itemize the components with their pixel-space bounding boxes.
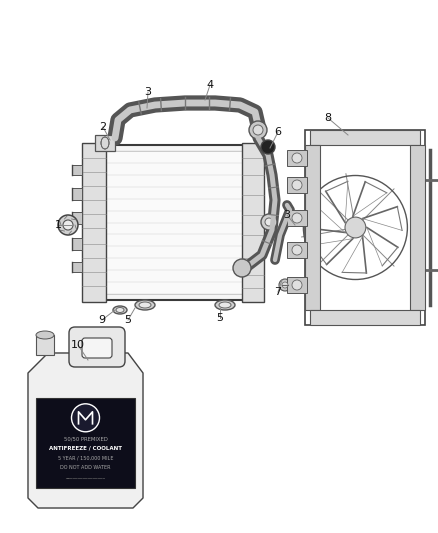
Text: 7: 7	[275, 287, 282, 297]
Circle shape	[261, 214, 277, 230]
Text: 2: 2	[99, 122, 106, 132]
Circle shape	[345, 217, 366, 238]
Bar	[95, 135, 115, 151]
Text: 9: 9	[99, 315, 106, 325]
Circle shape	[261, 140, 275, 154]
Bar	[310, 310, 420, 325]
Bar	[287, 210, 307, 226]
Text: 8: 8	[325, 113, 332, 123]
Circle shape	[282, 282, 288, 288]
Circle shape	[279, 279, 291, 291]
Text: ANTIFREEZE / COOLANT: ANTIFREEZE / COOLANT	[49, 446, 122, 451]
Bar	[410, 145, 425, 310]
Text: 4: 4	[206, 80, 214, 90]
Text: 5: 5	[124, 315, 131, 325]
Circle shape	[253, 125, 263, 135]
Bar	[72, 212, 82, 224]
Ellipse shape	[139, 302, 151, 308]
Bar	[72, 238, 82, 250]
Ellipse shape	[113, 306, 127, 314]
Circle shape	[63, 220, 73, 230]
Circle shape	[249, 121, 267, 139]
Bar	[305, 145, 320, 310]
Circle shape	[71, 404, 99, 432]
Text: ────────────────: ────────────────	[66, 477, 106, 481]
Circle shape	[265, 218, 273, 226]
Bar	[305, 130, 425, 325]
Bar	[287, 150, 307, 166]
Circle shape	[292, 180, 302, 190]
Circle shape	[292, 213, 302, 223]
Circle shape	[292, 153, 302, 163]
Circle shape	[58, 215, 78, 235]
Bar	[36, 335, 54, 355]
Bar	[242, 143, 264, 302]
Bar	[72, 188, 82, 200]
Ellipse shape	[116, 308, 124, 312]
Bar	[36, 398, 135, 488]
Text: 3: 3	[145, 87, 152, 97]
Ellipse shape	[219, 302, 231, 308]
Ellipse shape	[135, 300, 155, 310]
Bar	[310, 130, 420, 145]
Polygon shape	[28, 353, 143, 508]
FancyBboxPatch shape	[69, 327, 125, 367]
Bar	[287, 242, 307, 258]
Bar	[100, 145, 248, 300]
Ellipse shape	[36, 331, 54, 339]
Circle shape	[292, 280, 302, 290]
Text: 5: 5	[216, 313, 223, 323]
Bar	[287, 177, 307, 193]
Ellipse shape	[215, 300, 235, 310]
Bar	[72, 165, 82, 175]
Circle shape	[292, 245, 302, 255]
Circle shape	[233, 259, 251, 277]
Text: 50/50 PREMIXED: 50/50 PREMIXED	[64, 437, 107, 442]
Text: 6: 6	[275, 127, 282, 137]
FancyBboxPatch shape	[82, 338, 112, 358]
Bar	[82, 143, 106, 302]
Text: 5 YEAR / 150,000 MILE: 5 YEAR / 150,000 MILE	[58, 456, 113, 461]
Text: 3: 3	[283, 210, 290, 220]
Bar	[287, 277, 307, 293]
Bar	[72, 262, 82, 272]
Text: 10: 10	[71, 340, 85, 350]
Text: 1: 1	[54, 220, 61, 230]
Bar	[106, 151, 242, 294]
Text: DO NOT ADD WATER: DO NOT ADD WATER	[60, 465, 111, 470]
